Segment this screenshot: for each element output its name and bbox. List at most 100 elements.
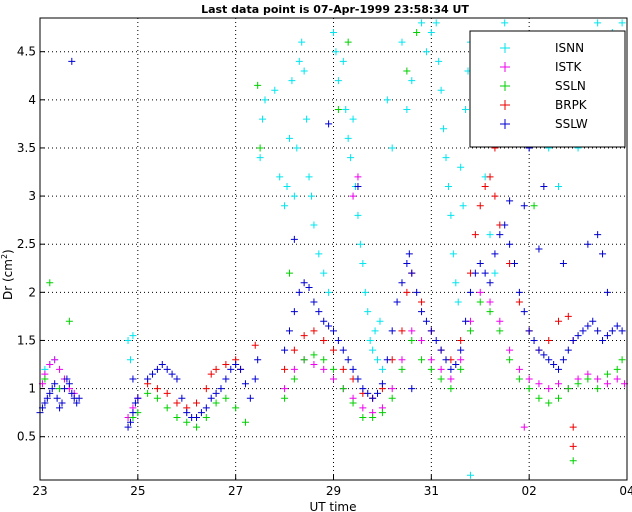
data-point-brpk (457, 336, 465, 344)
data-point-ssln (545, 399, 553, 407)
data-point-brpk (290, 346, 298, 354)
data-point-ssln (193, 423, 201, 431)
data-point-sslw (320, 317, 328, 325)
data-point-sslw (564, 346, 572, 354)
y-axis-label-sup: 2 (0, 254, 9, 259)
data-point-sslw (432, 336, 440, 344)
data-point-ssln (515, 375, 523, 383)
data-point-istk (408, 327, 416, 335)
data-point-isnn (437, 86, 445, 94)
data-point-sslw (168, 370, 176, 378)
data-point-brpk (153, 385, 161, 393)
data-point-istk (535, 380, 543, 388)
data-point-isnn (330, 28, 337, 36)
data-point-sslw (310, 298, 318, 306)
data-point-isnn (310, 221, 318, 229)
data-point-sslw (393, 298, 401, 306)
data-point-ssln (388, 394, 396, 402)
data-point-sslw (369, 394, 377, 402)
data-point-istk (388, 385, 396, 393)
data-point-isnn (332, 48, 340, 56)
data-point-istk (398, 356, 406, 364)
axis-ticks: 23 25 27 29 31 02 04 0.5 1 1.5 2 2.5 3 3.5 4 4.5 (17, 45, 632, 498)
data-point-ssln (506, 356, 514, 364)
data-point-ssln (496, 327, 504, 335)
data-point-sslw (126, 418, 134, 426)
data-point-ssln (334, 105, 342, 113)
data-point-brpk (251, 341, 259, 349)
data-point-brpk (398, 327, 406, 335)
data-point-istk (56, 365, 64, 373)
data-point-isnn (288, 77, 296, 85)
data-point-sslw (574, 332, 582, 340)
data-point-ssln (574, 380, 582, 388)
data-point-ssln (427, 365, 435, 373)
data-point-isnn (293, 144, 301, 152)
data-point-sslw (197, 409, 205, 417)
data-point-sslw (207, 394, 215, 402)
data-point-isnn (126, 356, 134, 364)
data-point-sslw (476, 259, 484, 267)
data-point-ssln (285, 269, 293, 277)
data-point-sslw (618, 327, 626, 335)
data-point-brpk (564, 312, 572, 320)
data-point-sslw (608, 327, 616, 335)
data-point-sslw (466, 288, 474, 296)
data-point-istk (330, 375, 337, 383)
data-point-sslw (510, 259, 518, 267)
data-point-sslw (325, 322, 333, 330)
data-point-istk (594, 375, 602, 383)
data-point-sslw (418, 308, 426, 316)
y-tick-label: 3.5 (17, 141, 36, 155)
data-point-isnn (418, 19, 426, 27)
data-point-istk (613, 375, 621, 383)
data-point-sslw (325, 120, 333, 128)
data-point-ssln (413, 28, 421, 36)
data-point-isnn (356, 240, 364, 248)
data-point-isnn (374, 356, 382, 364)
data-point-sslw (232, 361, 240, 368)
data-point-sslw (569, 336, 577, 344)
data-point-sslw (68, 389, 76, 397)
data-point-isnn (290, 192, 298, 200)
x-axis-label: UT time (309, 500, 356, 512)
data-point-sslw (594, 327, 602, 335)
data-point-isnn (449, 250, 457, 258)
data-point-brpk (471, 231, 479, 239)
data-point-isnn (342, 105, 350, 113)
data-point-istk (427, 356, 435, 364)
data-point-isnn (259, 115, 267, 123)
data-point-istk (359, 404, 367, 412)
data-point-sslw (75, 394, 83, 402)
data-point-brpk (330, 346, 337, 354)
data-point-isnn (298, 38, 306, 46)
data-point-isnn (354, 211, 362, 219)
data-point-ssln (344, 38, 352, 46)
legend-marker-brpk (500, 100, 510, 110)
data-point-isnn (349, 115, 357, 123)
data-point-sslw (540, 182, 548, 190)
data-point-sslw (545, 356, 553, 364)
data-point-sslw (349, 365, 357, 373)
data-point-ssln (476, 298, 484, 306)
legend-label-istk: ISTK (555, 60, 582, 74)
data-point-ssln (330, 365, 337, 373)
data-point-sslw (408, 269, 416, 277)
data-point-sslw (535, 346, 543, 354)
data-point-ssln (555, 394, 563, 402)
data-point-istk (349, 192, 357, 200)
data-point-isnn (334, 77, 342, 85)
data-point-sslw (496, 231, 504, 239)
data-point-sslw (51, 380, 59, 388)
data-point-sslw (603, 332, 611, 340)
data-point-brpk (173, 399, 181, 407)
x-tick-label: 29 (326, 484, 341, 498)
data-point-sslw (491, 250, 499, 258)
data-point-sslw (300, 279, 308, 287)
data-point-sslw (315, 308, 323, 316)
data-point-ssln (369, 413, 377, 421)
y-tick-label: 1 (28, 382, 36, 396)
data-point-isnn (462, 105, 470, 113)
data-point-sslw (481, 269, 489, 277)
data-point-ssln (447, 385, 455, 393)
